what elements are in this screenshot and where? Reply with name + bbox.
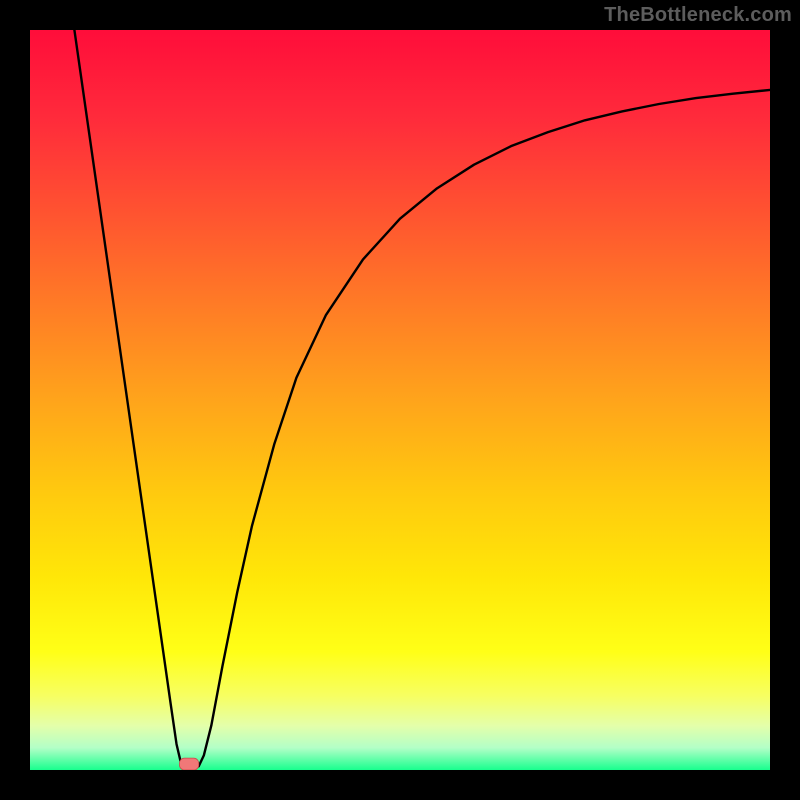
figure-frame: TheBottleneck.com bbox=[0, 0, 800, 800]
plot-area bbox=[30, 30, 770, 770]
bottleneck-chart bbox=[30, 30, 770, 770]
optimum-marker bbox=[179, 758, 198, 770]
chart-background bbox=[30, 30, 770, 770]
watermark-text: TheBottleneck.com bbox=[604, 4, 792, 27]
